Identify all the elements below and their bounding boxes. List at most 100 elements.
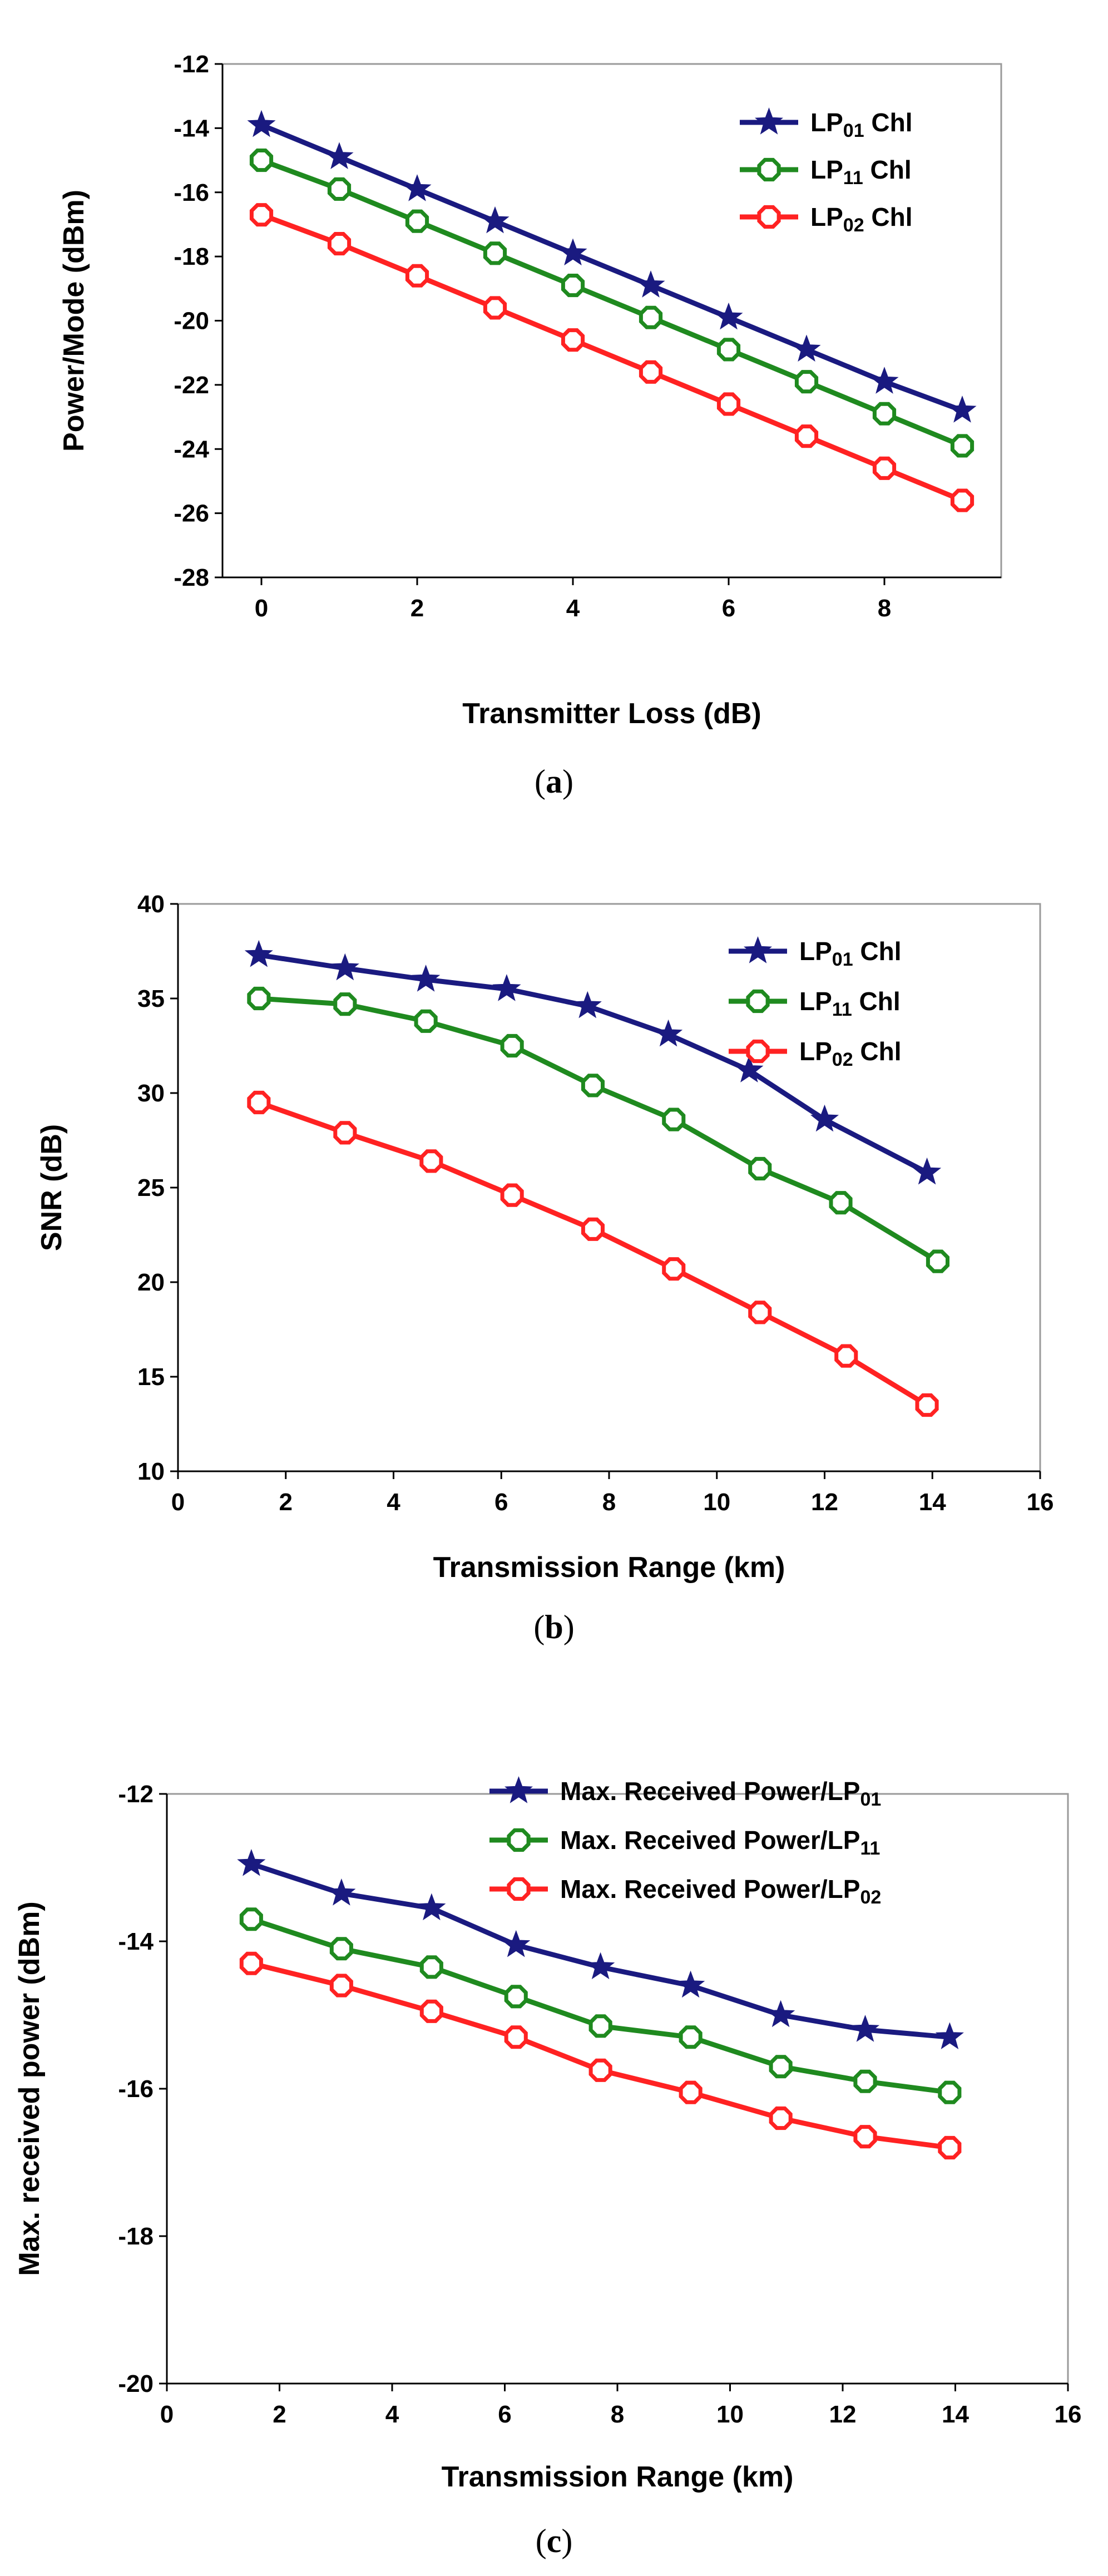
data-point-LP02 xyxy=(500,1183,524,1207)
data-point-LP01 xyxy=(912,1157,942,1185)
data-point-LP01 xyxy=(573,991,602,1018)
y-tick-label: -18 xyxy=(174,243,209,270)
data-point-LP11 xyxy=(504,1985,528,2009)
data-point-LP01 xyxy=(636,270,665,298)
x-axis-title: Transmitter Loss (dB) xyxy=(462,698,761,730)
data-point-LP11 xyxy=(769,2055,793,2079)
data-point-LP01 xyxy=(502,1930,531,1957)
data-point-LP02 xyxy=(872,456,897,480)
y-tick-label: -20 xyxy=(174,308,209,335)
legend-marker-LP11 xyxy=(757,157,781,182)
data-point-LP01 xyxy=(766,2000,795,2028)
x-tick-label: 0 xyxy=(171,1489,185,1516)
legend-marker-LP11 xyxy=(746,989,770,1013)
data-point-LP02 xyxy=(329,1974,353,1997)
x-tick-label: 8 xyxy=(878,595,891,622)
data-point-LP02 xyxy=(581,1217,605,1241)
data-point-LP02 xyxy=(915,1393,939,1417)
x-tick-label: 2 xyxy=(410,595,424,622)
y-tick-label: -16 xyxy=(174,179,209,206)
legend-label-LP02: LP02 Chl xyxy=(810,202,913,236)
data-point-LP02 xyxy=(405,264,429,288)
data-point-LP11 xyxy=(588,2014,612,2038)
data-point-LP02 xyxy=(588,2058,612,2082)
x-tick-label: 8 xyxy=(611,2401,624,2428)
data-point-LP01 xyxy=(403,174,432,201)
legend-label-LP11: Max. Received Power/LP11 xyxy=(560,1826,880,1859)
data-point-LP01 xyxy=(810,1104,839,1132)
y-tick-label: -20 xyxy=(118,2370,154,2397)
y-tick-label: 20 xyxy=(137,1269,165,1296)
x-tick-label: 2 xyxy=(279,1489,293,1516)
data-point-LP11 xyxy=(405,209,429,233)
data-point-LP02 xyxy=(239,1951,263,1975)
data-point-LP02 xyxy=(716,392,741,416)
data-point-LP02 xyxy=(327,232,352,256)
data-point-LP11 xyxy=(249,149,274,172)
data-point-LP02 xyxy=(950,488,975,512)
legend-label-LP01: LP01 Chl xyxy=(810,108,913,141)
series-line-LP02 xyxy=(250,1961,950,2150)
series-line-LP01 xyxy=(260,122,963,413)
legend-marker-LP01 xyxy=(743,936,773,963)
y-tick-label: -26 xyxy=(174,500,209,527)
data-point-LP01 xyxy=(558,238,587,266)
data-point-LP11 xyxy=(483,241,507,265)
data-point-LP11 xyxy=(950,434,975,458)
data-point-LP02 xyxy=(561,328,585,352)
data-point-LP01 xyxy=(948,395,977,423)
y-tick-label: -22 xyxy=(174,372,209,399)
legend-marker-LP11 xyxy=(507,1828,531,1852)
data-point-LP02 xyxy=(662,1257,686,1281)
data-point-LP01 xyxy=(330,953,359,981)
data-point-LP11 xyxy=(327,177,352,201)
x-tick-label: 6 xyxy=(498,2401,511,2428)
y-tick-label: -16 xyxy=(118,2075,154,2103)
x-tick-label: 10 xyxy=(716,2401,744,2428)
y-tick-label: 40 xyxy=(137,891,165,918)
data-point-LP01 xyxy=(870,367,899,394)
legend-marker-LP01 xyxy=(504,1776,533,1803)
data-point-LP02 xyxy=(834,1344,858,1368)
legend-label-LP11: LP11 Chl xyxy=(810,155,912,189)
data-point-LP02 xyxy=(483,296,507,320)
subfigure-label: (b) xyxy=(533,1609,574,1645)
y-tick-label: 15 xyxy=(137,1363,165,1391)
data-point-LP02 xyxy=(769,2106,793,2130)
x-tick-label: 4 xyxy=(387,1489,400,1516)
data-point-LP11 xyxy=(872,402,897,426)
data-point-LP02 xyxy=(748,1301,772,1324)
y-tick-label: 35 xyxy=(137,985,165,1012)
data-point-LP02 xyxy=(419,1149,443,1173)
x-tick-label: 14 xyxy=(919,1489,946,1516)
data-point-LP01 xyxy=(935,2022,964,2050)
data-point-LP01 xyxy=(714,302,743,330)
data-point-LP01 xyxy=(676,1970,705,1998)
data-point-LP11 xyxy=(853,2069,877,2093)
data-point-LP01 xyxy=(325,142,354,170)
data-point-LP11 xyxy=(662,1107,686,1131)
data-point-LP11 xyxy=(239,1907,263,1931)
data-point-LP01 xyxy=(412,965,441,992)
data-point-LP02 xyxy=(249,203,274,227)
data-point-LP02 xyxy=(247,1090,271,1115)
x-tick-label: 12 xyxy=(811,1489,838,1516)
x-axis-title: Transmission Range (km) xyxy=(433,1551,785,1584)
data-point-LP01 xyxy=(247,110,276,137)
data-point-LP02 xyxy=(504,2025,528,2049)
data-point-LP02 xyxy=(419,1999,443,2023)
legend-marker-LP02 xyxy=(757,205,781,229)
data-point-LP11 xyxy=(247,986,271,1011)
data-point-LP11 xyxy=(419,1955,443,1979)
data-point-LP02 xyxy=(333,1121,357,1145)
x-tick-label: 16 xyxy=(1027,1489,1054,1516)
y-tick-label: -24 xyxy=(174,436,209,463)
data-point-LP01 xyxy=(735,1055,764,1082)
plot-frame xyxy=(177,903,1041,1472)
y-tick-label: -14 xyxy=(174,115,209,142)
x-tick-label: 4 xyxy=(566,595,580,622)
y-tick-label: 30 xyxy=(137,1080,165,1107)
data-point-LP01 xyxy=(327,1878,356,1906)
data-point-LP01 xyxy=(492,974,521,1001)
